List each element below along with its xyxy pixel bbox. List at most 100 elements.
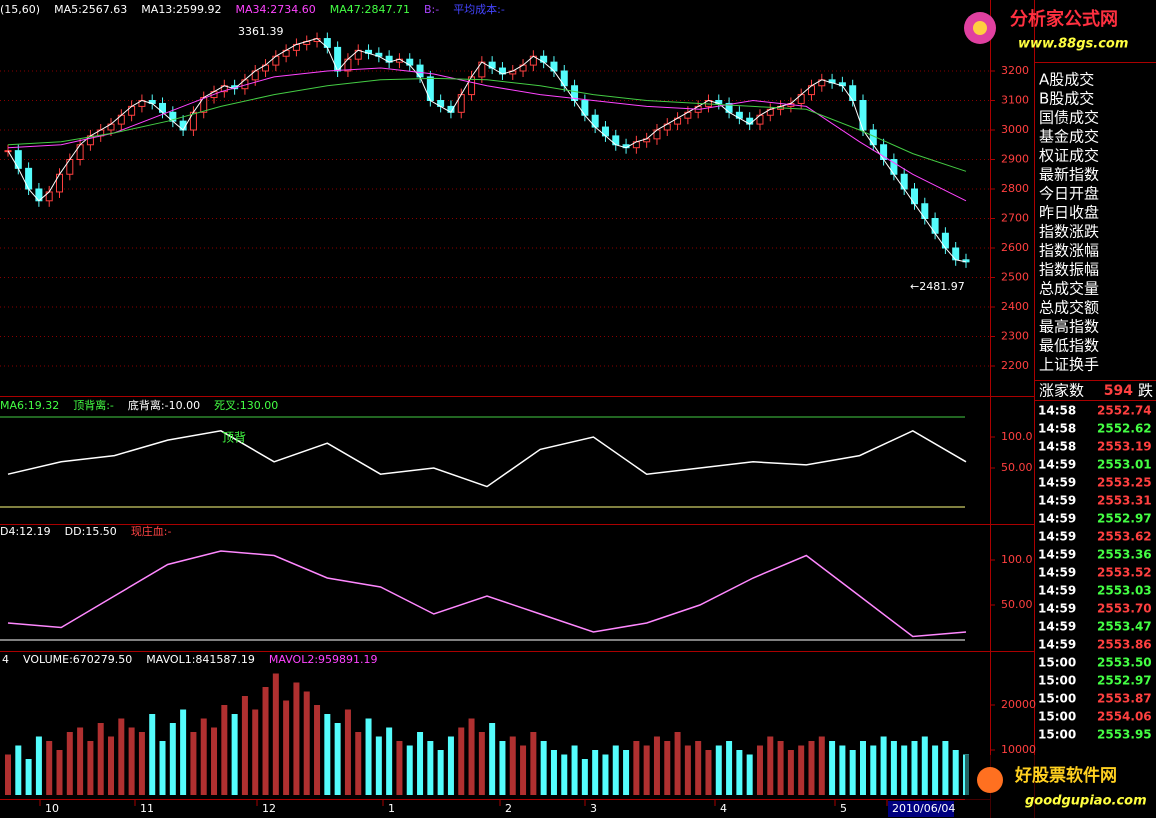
header-item: MAVOL2:959891.19 [269,653,378,666]
field-name: 总成交额 [1039,299,1099,317]
quote-time: 15:00 [1038,656,1076,670]
x-tick-label: 11 [140,802,154,815]
volume-bar [334,723,341,795]
breadth-value: 594 [1104,383,1133,399]
volume-bar [756,745,763,795]
field-name: 权证成交 [1039,147,1099,165]
quote-price: 2553.25 [1097,476,1152,490]
watermark-name: 好股票软件网 [1014,765,1117,786]
indicator-line [7,550,967,638]
volume-bar [829,741,836,795]
header-item: 平均成本:- [453,2,505,16]
volume-bar [35,736,42,795]
y-tick-label: 50.00 [1001,461,1033,474]
y-tick-label: 100.0 [1001,553,1033,566]
header-item: MA34:2734.60 [236,3,316,16]
quote-time: 14:58 [1038,440,1076,454]
volume-bar [952,750,959,795]
header-item: MA5:2567.63 [54,3,127,16]
quote-time: 15:00 [1038,710,1076,724]
quote-time: 14:59 [1038,458,1076,472]
quote-time: 14:59 [1038,512,1076,526]
volume-bar [365,718,372,795]
y-tick-label: 2300 [1001,330,1029,343]
volume-bar [664,741,671,795]
volume-bar [777,741,784,795]
field-name: A股成交 [1039,71,1094,89]
field-name: 指数涨幅 [1039,242,1099,260]
volume-bar [138,732,145,795]
quote-time: 15:00 [1038,728,1076,742]
volume-bar [386,727,393,795]
volume-bar [447,736,454,795]
quote-price: 2552.97 [1097,512,1152,526]
volume-bar [458,727,465,795]
volume-bar [25,759,32,795]
x-tick-label: 10 [45,802,59,815]
volume-bar [252,709,259,795]
volume-bar [561,754,568,795]
header-item: 4 [2,653,9,666]
volume-bar [736,750,743,795]
y-tick-label: 2200 [1001,359,1029,372]
quote-time: 14:59 [1038,602,1076,616]
ma34-line [7,67,967,202]
volume-bar [818,736,825,795]
volume-bar [787,750,794,795]
volume-bar [859,741,866,795]
volume-bar [530,732,537,795]
volume-bar [911,741,918,795]
volume-bar [241,696,248,795]
y-tick-label: 3000 [1001,123,1029,136]
volume-bar [921,736,928,795]
quote-price: 2553.03 [1097,584,1152,598]
x-tick-label: 12 [262,802,276,815]
quote-time: 14:59 [1038,530,1076,544]
field-name: B股成交 [1039,90,1094,108]
y-tick-label: 10000 [1001,743,1036,756]
quote-time: 14:59 [1038,566,1076,580]
y-tick-label: 2400 [1001,300,1029,313]
date-box [888,801,954,817]
watermark-name: 分析家公式网 [1010,8,1118,30]
volume-bar [293,682,300,795]
y-tick-label: 100.0 [1001,430,1033,443]
quote-price: 2553.86 [1097,638,1152,652]
volume-bar [674,732,681,795]
quote-price: 2554.06 [1097,710,1152,724]
volume-bar [396,741,403,795]
volume-bar [324,714,331,795]
field-name: 基金成交 [1039,128,1099,146]
quote-price: 2553.47 [1097,620,1152,634]
y-tick-label: 2700 [1001,212,1029,225]
quote-time: 14:59 [1038,638,1076,652]
quote-price: 2553.87 [1097,692,1152,706]
quote-price: 2553.50 [1097,656,1152,670]
volume-bar [149,714,156,795]
volume-bar [870,745,877,795]
field-name: 最高指数 [1039,318,1099,336]
volume-bar [283,700,290,795]
quote-time: 15:00 [1038,692,1076,706]
volume-bar [159,741,166,795]
volume-bar [509,736,516,795]
field-name: 指数振幅 [1039,261,1099,279]
volume-bar [489,723,496,795]
close-line [7,37,967,263]
volume-bar [406,745,413,795]
volume-bar [684,745,691,795]
volume-bar [272,673,279,795]
y-tick-label: 3200 [1001,64,1029,77]
volume-bar [221,705,228,795]
header-item: DD:15.50 [65,525,117,538]
breadth-label: 涨家数 [1039,382,1084,400]
volume-bar [808,741,815,795]
volume-bar [118,718,125,795]
volume-bar [726,741,733,795]
volume-bar [169,723,176,795]
logo-star [977,767,1003,793]
logo-center [973,21,987,35]
